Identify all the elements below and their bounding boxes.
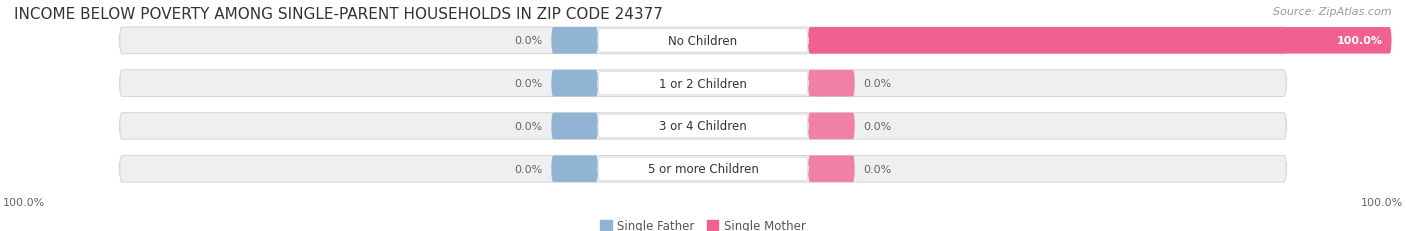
FancyBboxPatch shape xyxy=(598,30,808,53)
Text: 100.0%: 100.0% xyxy=(3,197,45,207)
FancyBboxPatch shape xyxy=(120,28,1286,54)
Legend: Single Father, Single Mother: Single Father, Single Mother xyxy=(600,219,806,231)
FancyBboxPatch shape xyxy=(120,156,1286,182)
Text: 5 or more Children: 5 or more Children xyxy=(648,163,758,176)
FancyBboxPatch shape xyxy=(551,113,598,140)
Text: 1 or 2 Children: 1 or 2 Children xyxy=(659,77,747,90)
FancyBboxPatch shape xyxy=(808,28,1392,54)
Text: 0.0%: 0.0% xyxy=(863,79,891,89)
FancyBboxPatch shape xyxy=(551,28,598,54)
Text: 0.0%: 0.0% xyxy=(515,122,543,131)
FancyBboxPatch shape xyxy=(551,156,598,182)
Text: 100.0%: 100.0% xyxy=(1361,197,1403,207)
Text: 0.0%: 0.0% xyxy=(863,164,891,174)
FancyBboxPatch shape xyxy=(598,158,808,181)
FancyBboxPatch shape xyxy=(120,113,1286,140)
Text: No Children: No Children xyxy=(668,35,738,48)
FancyBboxPatch shape xyxy=(808,156,855,182)
Text: 0.0%: 0.0% xyxy=(515,79,543,89)
Text: 0.0%: 0.0% xyxy=(515,36,543,46)
Text: 0.0%: 0.0% xyxy=(863,122,891,131)
Text: 0.0%: 0.0% xyxy=(515,164,543,174)
Text: 100.0%: 100.0% xyxy=(1337,36,1382,46)
Text: INCOME BELOW POVERTY AMONG SINGLE-PARENT HOUSEHOLDS IN ZIP CODE 24377: INCOME BELOW POVERTY AMONG SINGLE-PARENT… xyxy=(14,7,664,22)
FancyBboxPatch shape xyxy=(808,70,855,97)
Text: Source: ZipAtlas.com: Source: ZipAtlas.com xyxy=(1274,7,1392,17)
FancyBboxPatch shape xyxy=(598,115,808,138)
FancyBboxPatch shape xyxy=(120,70,1286,97)
FancyBboxPatch shape xyxy=(551,70,598,97)
FancyBboxPatch shape xyxy=(598,72,808,95)
Text: 3 or 4 Children: 3 or 4 Children xyxy=(659,120,747,133)
FancyBboxPatch shape xyxy=(808,113,855,140)
